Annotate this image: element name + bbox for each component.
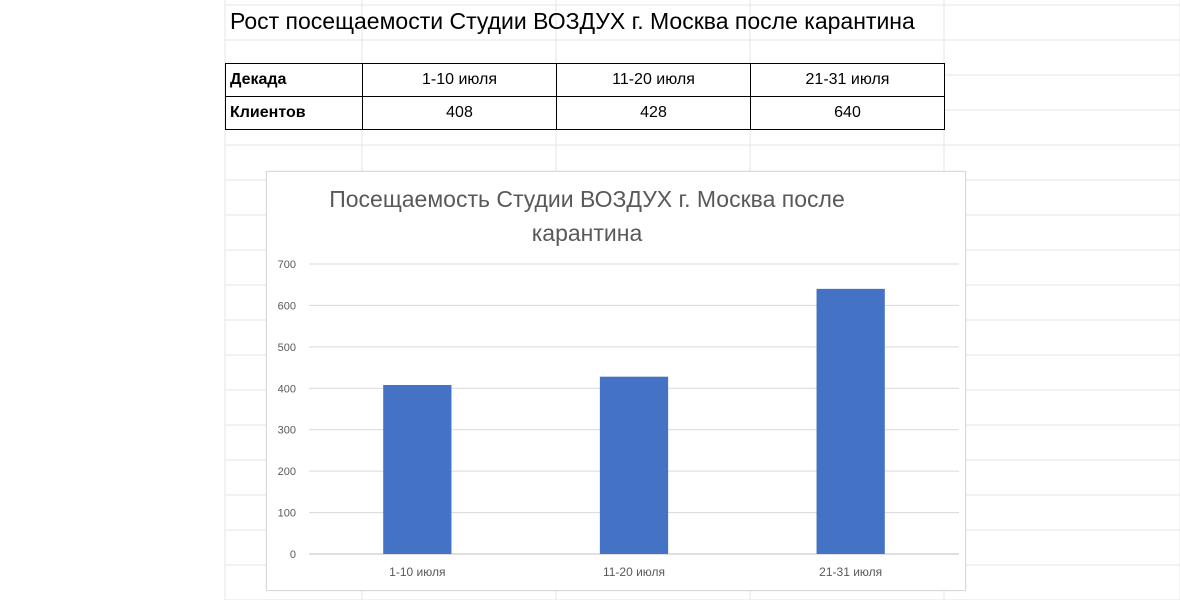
table-row-clients: Клиентов 408 428 640 (225, 96, 945, 130)
x-tick-label: 11-20 июля (603, 565, 665, 579)
table-value-cell[interactable]: 408 (362, 96, 557, 130)
x-tick-label: 1-10 июля (389, 565, 445, 579)
table-header-cell[interactable]: 11-20 июля (556, 63, 751, 97)
y-tick-label: 400 (278, 383, 296, 395)
y-tick-label: 300 (278, 425, 296, 437)
table-value-cell[interactable]: 428 (556, 96, 751, 130)
table-header-cell[interactable]: Декада (225, 63, 363, 97)
x-tick-label: 21-31 июля (819, 565, 882, 579)
y-tick-label: 200 (278, 466, 296, 478)
table-row-label[interactable]: Клиентов (225, 96, 363, 130)
chart-container[interactable]: Посещаемость Студии ВОЗДУХ г. Москва пос… (266, 171, 966, 591)
bar[interactable] (816, 288, 885, 554)
table-header-cell[interactable]: 21-31 июля (750, 63, 945, 97)
sheet-title: Рост посещаемости Студии ВОЗДУХ г. Москв… (230, 8, 915, 34)
table-header-cell[interactable]: 1-10 июля (362, 63, 557, 97)
y-tick-label: 600 (278, 300, 296, 312)
y-tick-label: 500 (278, 342, 296, 354)
bar[interactable] (599, 376, 669, 554)
y-tick-label: 0 (290, 549, 296, 561)
bar[interactable] (383, 384, 452, 554)
bar-chart: 0 100 200 300 400 500 600 700 1-10 июля 11-20 июл… (278, 259, 959, 579)
y-tick-label: 100 (278, 508, 296, 520)
data-table: Декада 1-10 июля 11-20 июля 21-31 июля К… (225, 63, 945, 130)
y-tick-label: 700 (278, 259, 296, 271)
table-row-header: Декада 1-10 июля 11-20 июля 21-31 июля (225, 63, 945, 97)
chart-title: Посещаемость Студии ВОЗДУХ г. Москва пос… (329, 186, 845, 246)
table-value-cell[interactable]: 640 (750, 96, 945, 130)
